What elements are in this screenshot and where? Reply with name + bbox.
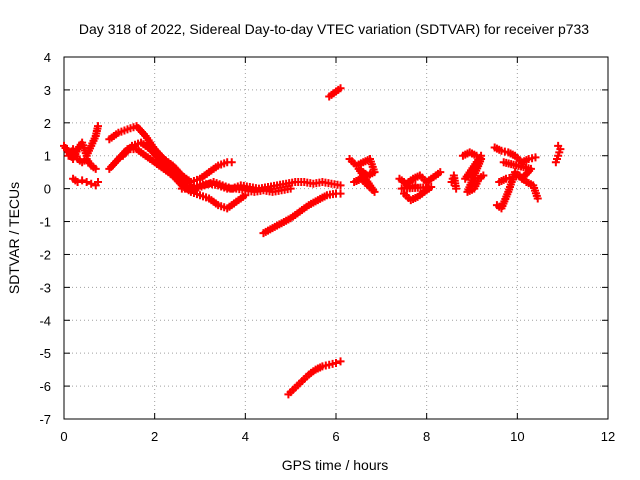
x-tick-label: 12 (601, 429, 615, 444)
data-point (499, 158, 508, 167)
x-tick-label: 10 (510, 429, 524, 444)
y-axis-label: SDTVAR / TECUs (6, 182, 22, 294)
x-tick-label: 6 (332, 429, 339, 444)
data-point (336, 357, 345, 366)
data-point (336, 84, 345, 93)
x-tick-label: 0 (60, 429, 67, 444)
data-series (60, 84, 565, 399)
data-point (286, 184, 295, 193)
y-tick-label: 4 (44, 50, 51, 65)
data-point (73, 178, 82, 187)
x-tick-label: 4 (242, 429, 249, 444)
data-point (452, 184, 461, 193)
x-axis-label: GPS time / hours (282, 457, 389, 473)
y-tick-label: -4 (39, 313, 51, 328)
y-tick-label: -1 (39, 215, 51, 230)
data-point (91, 164, 100, 173)
y-tick-label: -6 (39, 379, 51, 394)
data-point (82, 178, 91, 187)
data-point (336, 189, 345, 198)
y-tick-label: 3 (44, 83, 51, 98)
x-tick-label: 8 (423, 429, 430, 444)
y-tick-label: -7 (39, 412, 51, 427)
data-point (336, 181, 345, 190)
y-tick-label: 0 (44, 182, 51, 197)
data-point (332, 359, 340, 368)
data-point (361, 169, 370, 178)
data-point (411, 181, 420, 190)
y-tick-label: -2 (39, 247, 51, 262)
y-axis-ticks: -7 -6 -5 -4 -3 -2 -1 0 1 2 3 4 (39, 50, 608, 427)
data-point (87, 179, 96, 188)
data-point (227, 158, 236, 167)
data-point (533, 194, 542, 203)
data-point (436, 168, 445, 177)
y-tick-label: 2 (44, 116, 51, 131)
x-axis-ticks: 0 2 4 6 8 10 12 (60, 57, 615, 444)
data-point (479, 171, 488, 180)
data-point (94, 122, 102, 131)
y-tick-label: -5 (39, 346, 51, 361)
chart-title: Day 318 of 2022, Sidereal Day-to-day VTE… (79, 21, 589, 37)
data-point (78, 176, 87, 185)
data-point (94, 178, 102, 187)
x-tick-label: 2 (151, 429, 158, 444)
y-tick-label: 1 (44, 149, 51, 164)
y-tick-label: -3 (39, 280, 51, 295)
data-point (554, 141, 563, 150)
data-point (531, 153, 540, 162)
